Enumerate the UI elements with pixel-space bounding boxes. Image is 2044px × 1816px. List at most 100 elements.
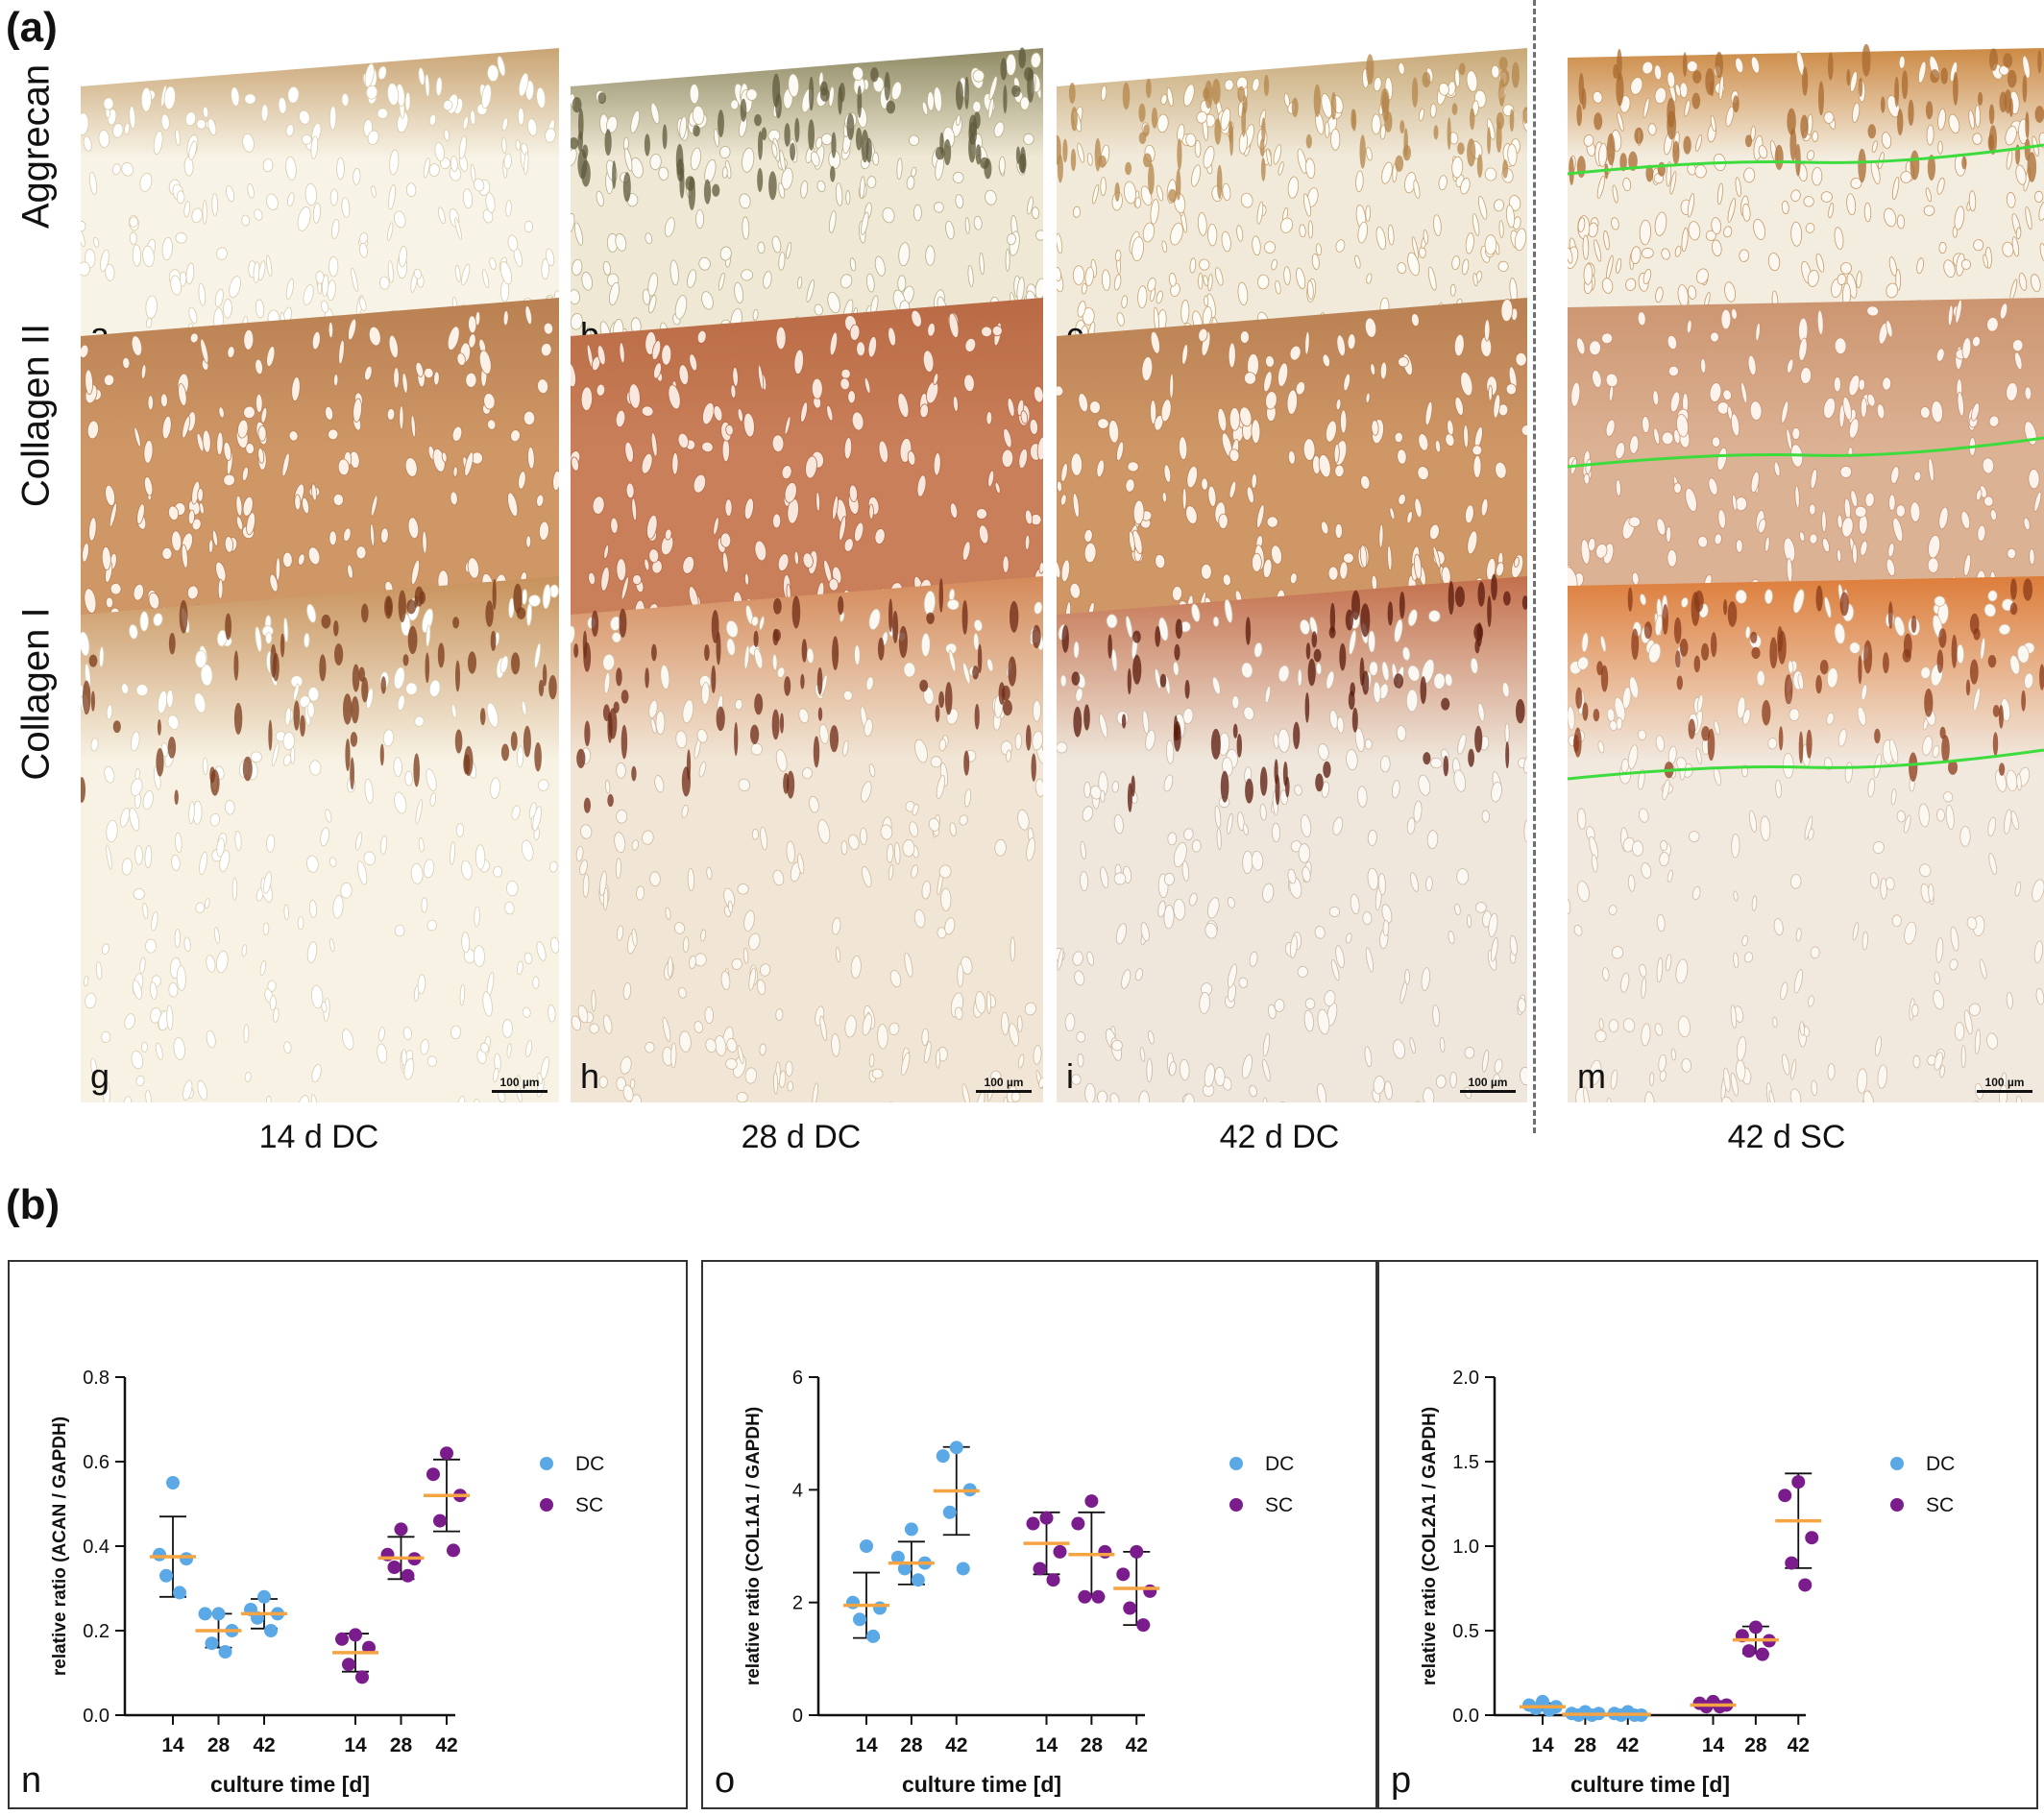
data-point-dc [890, 1550, 905, 1564]
chart-col2a1-plot: 0.0 0.5 1.0 1.5 2.0 14 28 42 14 28 42 culture time … [1420, 1368, 1955, 1797]
data-point-sc [394, 1522, 408, 1537]
x-tick-label: 14 [1035, 1734, 1058, 1756]
column-label-42d-dc: 42 d DC [1219, 1119, 1340, 1155]
data-point-dc [205, 1636, 219, 1651]
data-point-sc [1084, 1494, 1099, 1509]
y-tick-label: 2 [792, 1593, 803, 1614]
data-point-sc [440, 1446, 453, 1461]
data-point-sc [349, 1628, 362, 1642]
scale-bar-label: 100 µm [1984, 1076, 2025, 1089]
legend-marker-dc [1229, 1457, 1243, 1470]
histology-panel-k: k100 µm [1568, 38, 2044, 361]
data-point-dc [936, 1449, 950, 1464]
data-point-sc [426, 1467, 440, 1482]
chart-acan: 0.0 0.2 0.4 0.6 0.8 14 28 42 14 28 42 culture time … [8, 1260, 688, 1809]
legend-label-sc: SC [1265, 1494, 1293, 1516]
scale-bar: 100 µm [976, 1076, 1032, 1093]
y-axis-label: relative ratio (COL1A1 / GAPDH) [743, 1407, 764, 1685]
data-point-sc [433, 1513, 447, 1528]
panel-letter-m: m [1577, 1056, 1606, 1096]
x-tick-label: 28 [390, 1734, 413, 1756]
data-point-dc [173, 1586, 186, 1600]
y-tick-label: 1.0 [1452, 1537, 1479, 1558]
data-point-sc [1116, 1567, 1131, 1582]
data-point-sc [401, 1568, 415, 1583]
data-point-sc [1755, 1647, 1769, 1661]
data-point-dc [211, 1607, 226, 1621]
data-point-sc [1053, 1544, 1067, 1559]
data-point-sc [1071, 1516, 1085, 1531]
x-axis-label: culture time [d] [210, 1772, 370, 1797]
x-tick-label: 42 [945, 1734, 967, 1756]
data-point-dc [198, 1607, 212, 1621]
scale-bar: 100 µm [492, 1076, 548, 1093]
y-axis-label: relative ratio (COL2A1 / GAPDH) [1420, 1407, 1440, 1685]
y-tick-label: 1.5 [1452, 1452, 1479, 1473]
data-point-dc [949, 1441, 963, 1455]
y-tick-label: 0.8 [83, 1368, 110, 1389]
data-point-sc [1713, 1700, 1727, 1714]
x-tick-label: 42 [1788, 1734, 1810, 1756]
data-point-sc [1123, 1601, 1137, 1615]
section-a-label: (a) [6, 4, 58, 51]
x-tick-label: 14 [1702, 1734, 1725, 1756]
legend-marker-sc [540, 1498, 553, 1512]
data-point-dc [904, 1522, 918, 1537]
x-tick-label: 42 [435, 1734, 457, 1756]
data-point-sc [447, 1543, 460, 1558]
histology-panel-c: c100 µm [1057, 38, 1527, 361]
sc-boundary-line [1568, 436, 2044, 469]
chart-letter-n: n [21, 1760, 42, 1801]
data-point-sc [1026, 1516, 1040, 1531]
panel-letter-i: i [1066, 1056, 1074, 1096]
y-tick-label: 2.0 [1452, 1368, 1479, 1389]
x-tick-label: 28 [207, 1734, 231, 1756]
legend-marker-sc [1890, 1498, 1904, 1512]
x-tick-label: 14 [1531, 1734, 1554, 1756]
legend-marker-dc [540, 1457, 553, 1470]
legend-label-sc: SC [1926, 1494, 1954, 1516]
section-b-label: (b) [6, 1181, 61, 1228]
x-tick-label: 28 [1574, 1734, 1597, 1756]
data-point-dc [218, 1645, 232, 1659]
panel-letter-g: g [90, 1056, 110, 1096]
data-point-sc [335, 1632, 349, 1646]
x-axis-label: culture time [d] [902, 1772, 1061, 1797]
chart-acan-plot: 0.0 0.2 0.4 0.6 0.8 14 28 42 14 28 42 culture time … [50, 1368, 604, 1797]
legend-marker-dc [1890, 1457, 1904, 1470]
data-point-sc [1748, 1620, 1763, 1634]
sc-boundary-line [1568, 143, 2044, 176]
y-tick-label: 0.6 [83, 1452, 110, 1473]
y-tick-label: 6 [792, 1368, 803, 1389]
data-point-sc [1741, 1644, 1756, 1659]
column-label-14d-dc: 14 d DC [258, 1119, 379, 1155]
data-point-dc [846, 1595, 860, 1610]
data-point-dc [956, 1562, 970, 1576]
group-divider [1533, 0, 1536, 1133]
y-tick-label: 0.0 [83, 1706, 110, 1727]
histology-panel-h: h 100 µm [571, 567, 1043, 1102]
chart-letter-o: o [715, 1760, 736, 1801]
data-point-sc [1033, 1562, 1047, 1576]
data-point-sc [1798, 1578, 1813, 1592]
x-tick-label: 14 [161, 1734, 184, 1756]
data-point-dc [897, 1562, 912, 1576]
data-point-sc [387, 1561, 402, 1574]
legend-label-dc: DC [1926, 1453, 1955, 1475]
chart-col2a1: 0.0 0.5 1.0 1.5 2.0 14 28 42 14 28 42 culture time … [1377, 1260, 2038, 1809]
legend-label-dc: DC [1265, 1453, 1294, 1475]
data-point-sc [1078, 1589, 1092, 1604]
chart-letter-p: p [1391, 1760, 1412, 1801]
chart-col1a1-plot: 0 2 4 6 14 28 42 14 28 42 culture time [d] relative… [743, 1368, 1294, 1797]
data-point-dc [153, 1547, 166, 1562]
data-point-sc [1805, 1531, 1819, 1545]
data-point-sc [1136, 1618, 1151, 1633]
data-point-dc [166, 1476, 180, 1489]
scale-bar-label: 100 µm [984, 1076, 1024, 1089]
scale-bar-label: 100 µm [1468, 1076, 1508, 1089]
data-point-dc [159, 1568, 173, 1583]
x-tick-label: 28 [1744, 1734, 1767, 1756]
legend-label-sc: SC [575, 1494, 603, 1516]
scale-bar-label: 100 µm [499, 1076, 540, 1089]
row-label-collagen-ii: Collagen II [14, 323, 58, 508]
